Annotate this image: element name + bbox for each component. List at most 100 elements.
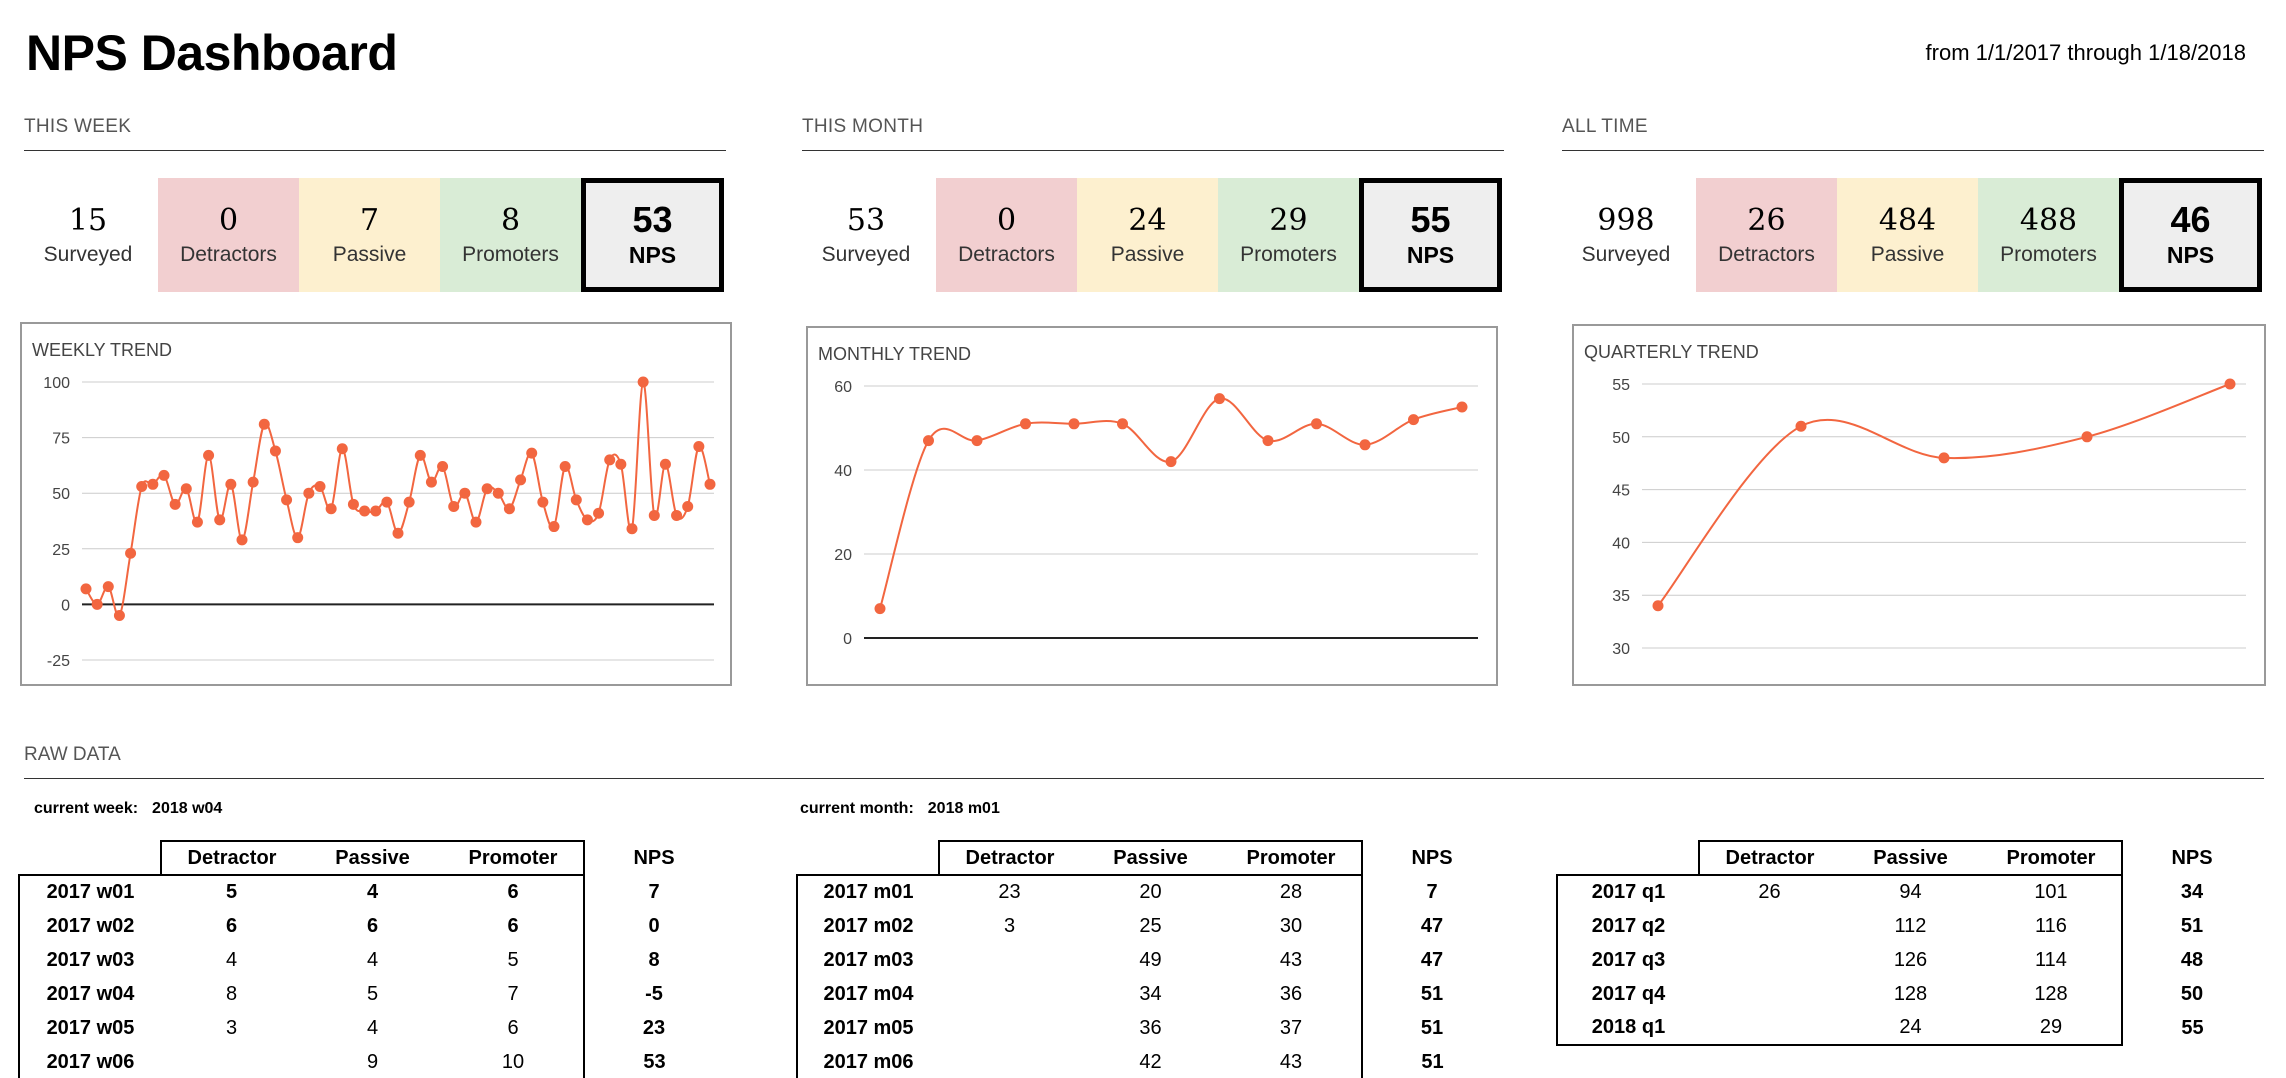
data-point	[593, 507, 605, 519]
data-point	[191, 516, 203, 528]
passive-cell: 20	[1080, 874, 1221, 909]
nps-cell: 50	[2180, 982, 2204, 1005]
column-header: NPS	[2171, 846, 2213, 869]
row-label: 2017 w01	[18, 874, 161, 909]
nps-cell: 8	[648, 948, 660, 971]
data-point	[604, 454, 616, 466]
detractor-cell: 6	[225, 914, 238, 937]
kpi-label: Surveyed	[1581, 243, 1671, 266]
data-point	[102, 581, 114, 593]
current-week-label: current week:	[34, 800, 139, 817]
row-label: 2017 m01	[796, 874, 939, 909]
data-point	[492, 487, 504, 499]
data-point	[874, 603, 886, 615]
row-label: 2017 m05	[796, 1011, 939, 1045]
data-point	[581, 514, 593, 526]
data-point	[537, 496, 549, 508]
table-row: 2017 q1 26 94 101 34	[1556, 874, 2262, 909]
promoter-cell: 43	[1221, 1045, 1363, 1078]
table-row: 2017 w01 5 4 6 7	[18, 874, 724, 909]
kpi-passive: 484 Passive	[1837, 178, 1978, 292]
passive-cell: 34	[1139, 982, 1162, 1005]
promoter-cell: 28	[1221, 874, 1363, 909]
row-label: 2017 q3	[1556, 943, 1699, 977]
data-point	[403, 496, 415, 508]
kpi-promoters: 29 Promoters	[1218, 178, 1359, 292]
passive-cell: 4	[366, 948, 379, 971]
data-point	[414, 449, 426, 461]
current-week: current week: 2018 w04	[34, 800, 222, 818]
kpi-label: NPS	[2166, 241, 2215, 268]
data-point	[325, 503, 337, 515]
data-point	[626, 523, 638, 535]
nps-cell: 53	[643, 1050, 666, 1073]
data-point	[303, 487, 315, 499]
passive-cell: 94	[1840, 874, 1981, 909]
y-tick-label: 35	[1612, 588, 1630, 605]
data-point	[503, 503, 515, 515]
data-point	[1311, 418, 1322, 430]
row-label: 2017 w05	[18, 1011, 161, 1045]
weekly-trend-svg: WEEKLY TREND 100 75 50 25 0 -25	[32, 340, 716, 670]
passive-cell: 5	[366, 982, 379, 1005]
data-point	[1068, 418, 1080, 430]
kpi-surveyed: 15 Surveyed	[18, 178, 158, 292]
data-point	[1938, 452, 1950, 464]
detractor-cell	[939, 977, 1080, 1011]
y-tick-label: 40	[1612, 535, 1630, 552]
table-row: 2017 q3 126 114 48	[1556, 943, 2262, 977]
table-row: 2017 m06 42 43 51	[796, 1045, 1502, 1078]
data-point	[637, 376, 649, 388]
promoter-cell: 7	[443, 977, 585, 1011]
weekly-raw-table: Detractor Passive Promoter NPS 2017 w01 5 4 6 7 2…	[18, 840, 725, 1078]
row-label: 2017 m02	[796, 909, 939, 943]
y-tick-label: 20	[834, 547, 852, 564]
row-label: 2017 w04	[18, 977, 161, 1011]
row-label: 2018 q1	[1556, 1011, 1699, 1046]
detractor-cell: 5	[161, 874, 302, 909]
table-row: 2017 w06 9 10 53	[18, 1045, 724, 1078]
table-row: 2017 w04 8 5 7 -5	[18, 977, 724, 1011]
y-tick-label: 55	[1612, 377, 1630, 394]
data-point	[648, 509, 660, 521]
passive-cell: 112	[1894, 914, 1927, 937]
data-point	[1165, 456, 1177, 468]
data-point	[113, 610, 125, 622]
kpi-value: 8	[500, 203, 521, 238]
passive-cell: 126	[1893, 948, 1928, 971]
kpi-row-month: 53 Surveyed 0 Detractors 24 Passive 29 Promo…	[796, 178, 1502, 292]
y-tick-label: 60	[834, 379, 852, 396]
kpi-value: 55	[1410, 198, 1451, 240]
kpi-value: 53	[846, 203, 886, 238]
data-point	[425, 476, 437, 488]
data-point	[236, 534, 248, 546]
nps-cell: 0	[648, 914, 660, 937]
promoter-cell: 37	[1221, 1011, 1363, 1045]
nps-cell: 51	[2180, 914, 2204, 937]
data-point	[459, 487, 471, 499]
chart-title: QUARTERLY TREND	[1584, 342, 1759, 362]
data-point	[1359, 439, 1371, 451]
detractor-cell	[1699, 977, 1840, 1011]
table-row: 2017 w02 6 6 6 0	[18, 909, 724, 943]
data-point	[1456, 401, 1468, 413]
row-label: 2017 m03	[796, 943, 939, 977]
chart-title: WEEKLY TREND	[32, 340, 172, 360]
promoter-cell: 6	[443, 909, 585, 943]
promoter-cell: 29	[1981, 1011, 2123, 1046]
table-row: 2017 m03 49 43 47	[796, 943, 1502, 977]
table-row: 2017 q2 112 116 51	[1556, 909, 2262, 943]
column-header: Passive	[1840, 840, 1981, 875]
kpi-passive: 24 Passive	[1077, 178, 1218, 292]
data-point	[214, 514, 226, 526]
passive-cell: 42	[1139, 1050, 1162, 1073]
nps-cell: 51	[1421, 1050, 1444, 1073]
section-heading-month: THIS MONTH	[802, 116, 1504, 151]
nps-cell: 7	[648, 880, 660, 903]
y-tick-label: 75	[52, 431, 70, 448]
kpi-label: NPS	[1406, 241, 1455, 268]
promoter-cell: 6	[443, 874, 585, 909]
current-month: current month: 2018 m01	[800, 800, 1000, 818]
y-tick-label: 50	[52, 486, 70, 503]
nps-cell: -5	[645, 982, 663, 1005]
